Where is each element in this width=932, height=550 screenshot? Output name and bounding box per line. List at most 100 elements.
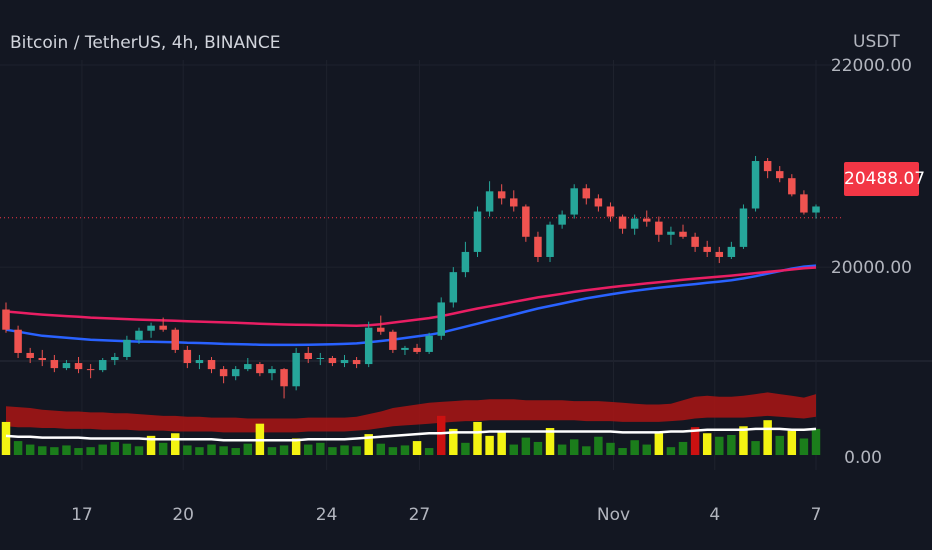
candle-body bbox=[74, 363, 83, 370]
candle-body bbox=[98, 360, 107, 371]
volume-band-area bbox=[6, 392, 816, 433]
candle-body bbox=[38, 358, 47, 361]
candle-body bbox=[497, 191, 506, 199]
volume-bar bbox=[328, 447, 337, 455]
time-axis-label: 4 bbox=[709, 505, 720, 525]
slow-ma-line bbox=[5, 266, 817, 327]
volume-bar bbox=[388, 447, 398, 455]
volume-bar bbox=[219, 446, 228, 455]
volume-bar bbox=[763, 420, 772, 455]
volume-bar bbox=[98, 444, 107, 455]
candle-body bbox=[667, 231, 675, 235]
volume-bar bbox=[557, 444, 567, 455]
candle-body bbox=[449, 272, 458, 303]
candle-body bbox=[304, 352, 312, 360]
volume-bar bbox=[316, 442, 325, 455]
volume-bar bbox=[171, 433, 180, 455]
candle-body bbox=[812, 206, 820, 213]
candle-body bbox=[2, 309, 10, 330]
candle-body bbox=[135, 330, 143, 340]
candle-body bbox=[473, 211, 482, 252]
volume-bar bbox=[497, 431, 506, 455]
volume-bar bbox=[727, 434, 736, 455]
volume-bar bbox=[158, 442, 168, 455]
volume-average-line bbox=[5, 427, 817, 442]
time-axis-label: 27 bbox=[409, 505, 431, 525]
volume-bar bbox=[751, 441, 760, 455]
candle-body bbox=[606, 206, 615, 217]
candle-body bbox=[26, 352, 34, 358]
volume-bar bbox=[1, 421, 11, 455]
volume-bar bbox=[50, 447, 59, 455]
time-axis-label: 7 bbox=[811, 505, 822, 525]
currency-unit: USDT bbox=[853, 32, 900, 52]
candle-body bbox=[703, 246, 711, 252]
candle-body bbox=[751, 161, 760, 209]
last-price-tag: 20488.07 bbox=[844, 162, 925, 196]
volume-bar bbox=[521, 437, 531, 455]
volume-bar bbox=[364, 434, 373, 455]
candle-body bbox=[328, 358, 337, 364]
volume-bar bbox=[654, 432, 664, 455]
volume-bar bbox=[243, 443, 253, 455]
price-axis-label: 22000.00 bbox=[831, 56, 912, 76]
candle-body bbox=[582, 188, 591, 199]
time-axis-label: 20 bbox=[172, 505, 194, 525]
volume-bar bbox=[25, 444, 35, 455]
candle-body bbox=[618, 216, 627, 229]
candle-body bbox=[316, 358, 325, 360]
candle-body bbox=[147, 325, 155, 331]
candle-body bbox=[437, 302, 445, 336]
volume-bar bbox=[146, 435, 156, 455]
volume-bar bbox=[509, 444, 518, 455]
volume-bar bbox=[569, 439, 579, 455]
volume-bar bbox=[449, 428, 458, 455]
time-axis-label: 17 bbox=[71, 505, 93, 525]
volume-bar bbox=[267, 447, 277, 455]
candle-body bbox=[558, 214, 566, 225]
candle-body bbox=[510, 198, 518, 207]
moving-averages bbox=[5, 264, 817, 347]
candle-body bbox=[62, 363, 71, 369]
candle-body bbox=[171, 329, 180, 350]
candle-body bbox=[364, 327, 373, 365]
volume-bar bbox=[678, 441, 688, 455]
volume-bar bbox=[13, 441, 23, 455]
volume-bar bbox=[666, 447, 676, 455]
volume-bar bbox=[436, 415, 446, 455]
candle-body bbox=[377, 327, 385, 332]
candle-body bbox=[546, 224, 554, 257]
candle-body bbox=[715, 251, 724, 257]
volume-bar bbox=[231, 448, 240, 455]
candle-body bbox=[522, 206, 530, 237]
candle-body bbox=[775, 171, 784, 179]
volume-bar bbox=[787, 430, 797, 455]
fast-ma-line bbox=[5, 264, 817, 347]
volume-bar bbox=[473, 421, 482, 455]
volume-bar bbox=[533, 441, 543, 455]
candle-body bbox=[14, 329, 22, 353]
candle-body bbox=[485, 191, 494, 212]
volume-bar bbox=[195, 447, 204, 455]
candle-body bbox=[727, 246, 736, 257]
candle-body bbox=[231, 369, 240, 377]
time-axis-label: Nov bbox=[597, 505, 630, 525]
chart-title: Bitcoin / TetherUS, 4h, BINANCE bbox=[10, 33, 281, 53]
candle-body bbox=[691, 236, 699, 247]
candle-body bbox=[425, 335, 433, 352]
volume-bar bbox=[122, 443, 132, 455]
candle-body bbox=[195, 360, 204, 364]
volume-bar bbox=[642, 444, 651, 455]
candle-body bbox=[461, 251, 470, 273]
candles bbox=[2, 155, 820, 399]
volume-bar bbox=[594, 436, 603, 455]
candle-body bbox=[570, 188, 578, 215]
candle-body bbox=[50, 360, 59, 369]
candle-body bbox=[401, 347, 409, 350]
candle-body bbox=[389, 331, 397, 350]
volume-bar bbox=[545, 428, 555, 455]
volume-bar bbox=[630, 440, 639, 455]
volume-bar bbox=[291, 438, 301, 455]
